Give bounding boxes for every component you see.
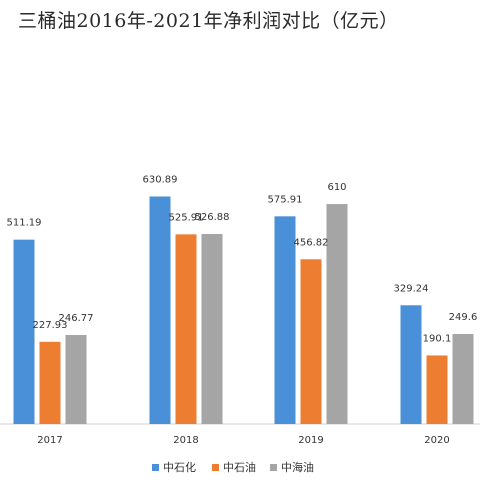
legend-label: 中石化 (163, 460, 196, 474)
value-label: 227.93 (33, 320, 68, 331)
value-label: 190.1 (423, 333, 452, 344)
legend-swatch (270, 464, 277, 471)
bar-2020-2 (426, 355, 448, 424)
value-label: 610 (327, 182, 346, 193)
legend-swatch (212, 464, 219, 471)
category-label: 2019 (298, 435, 323, 446)
category-label: 2017 (37, 435, 62, 446)
value-label: 249.6 (449, 312, 478, 323)
value-label: 246.77 (59, 313, 94, 324)
category-label: 2018 (173, 435, 198, 446)
bar-2017-3 (65, 335, 87, 424)
value-label: 456.82 (294, 237, 329, 248)
bar-2017-2 (39, 341, 61, 424)
bar-group (13, 196, 474, 424)
category-label: 2020 (424, 435, 449, 446)
value-label: 511.19 (7, 218, 42, 229)
bar-2019-1 (274, 216, 296, 424)
bar-2017-1 (13, 239, 35, 424)
value-label: 575.91 (268, 194, 303, 205)
bar-2018-3 (201, 234, 223, 424)
value-label: 630.89 (143, 174, 178, 185)
legend-label: 中海油 (281, 460, 314, 474)
bar-2020-1 (400, 305, 422, 424)
chart-title: 三桶油2016年-2021年净利润对比（亿元） (18, 10, 399, 32)
value-label: 526.88 (195, 212, 230, 223)
bar-2020-3 (452, 333, 474, 424)
bar-2019-2 (300, 259, 322, 424)
value-label: 329.24 (394, 283, 429, 294)
bar-2018-2 (175, 234, 197, 424)
bar-2019-3 (326, 204, 348, 424)
legend-swatch (152, 464, 159, 471)
value-label: 525.91 (169, 212, 204, 223)
legend-label: 中石油 (223, 460, 256, 474)
legend: 中石化 中石油 中海油 (152, 460, 314, 474)
bar-2018-1 (149, 196, 171, 424)
category-label-group: 2017 2018 2019 2020 (37, 435, 449, 446)
